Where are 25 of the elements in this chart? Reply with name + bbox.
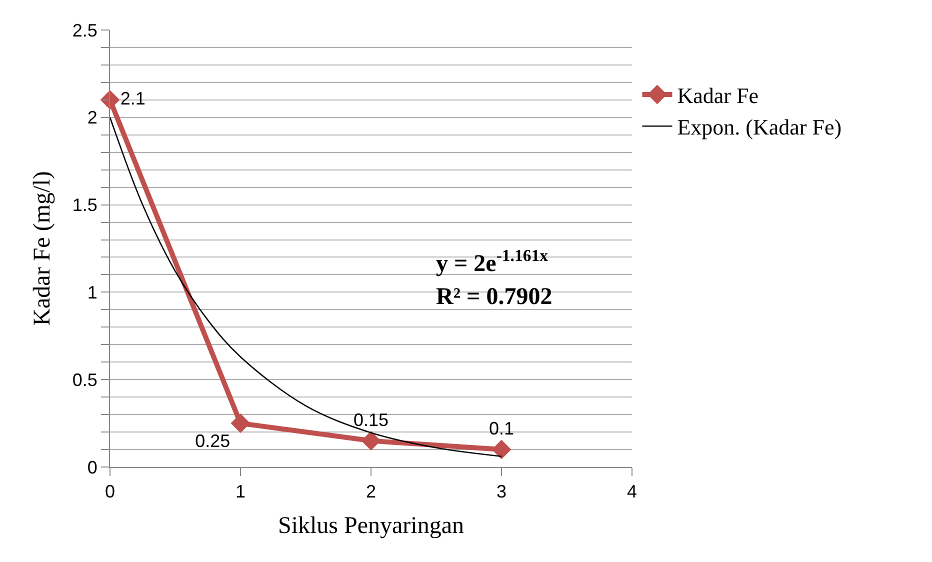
y-tick-label: 2.5 bbox=[72, 20, 98, 40]
y-tick-label: 1.5 bbox=[72, 195, 98, 216]
point bbox=[492, 440, 512, 460]
x-tick-label: 2 bbox=[366, 482, 376, 502]
point bbox=[230, 414, 250, 434]
point bbox=[100, 90, 120, 110]
x-tick-label: 4 bbox=[626, 482, 638, 502]
y-tick-label: 2 bbox=[87, 108, 98, 128]
data-label: 2.1 bbox=[120, 88, 146, 108]
x-tick-label: 0 bbox=[104, 482, 116, 502]
data-label: 0.1 bbox=[488, 418, 514, 439]
x-axis-title: Siklus Penyaringan bbox=[278, 512, 464, 539]
y-tick-label: 0.5 bbox=[72, 370, 98, 390]
point bbox=[361, 431, 381, 451]
data-label: 0.15 bbox=[353, 410, 389, 430]
y-tick-label: 1 bbox=[87, 282, 98, 302]
data-label: 0.25 bbox=[195, 431, 230, 452]
annotation: R² = 0.7902 bbox=[436, 284, 552, 310]
annotation: y = 2e$^{-1.161x}$ bbox=[436, 246, 549, 278]
y-axis-title: Kadar Fe (mg/l) bbox=[29, 171, 56, 326]
legend-label: Kadar Fe bbox=[677, 83, 758, 108]
x-tick-label: 3 bbox=[496, 482, 507, 502]
x-tick-label: 1 bbox=[235, 482, 246, 502]
legend-label: Expon. (Kadar Fe) bbox=[677, 114, 842, 140]
y-tick-label: 0 bbox=[87, 457, 98, 478]
